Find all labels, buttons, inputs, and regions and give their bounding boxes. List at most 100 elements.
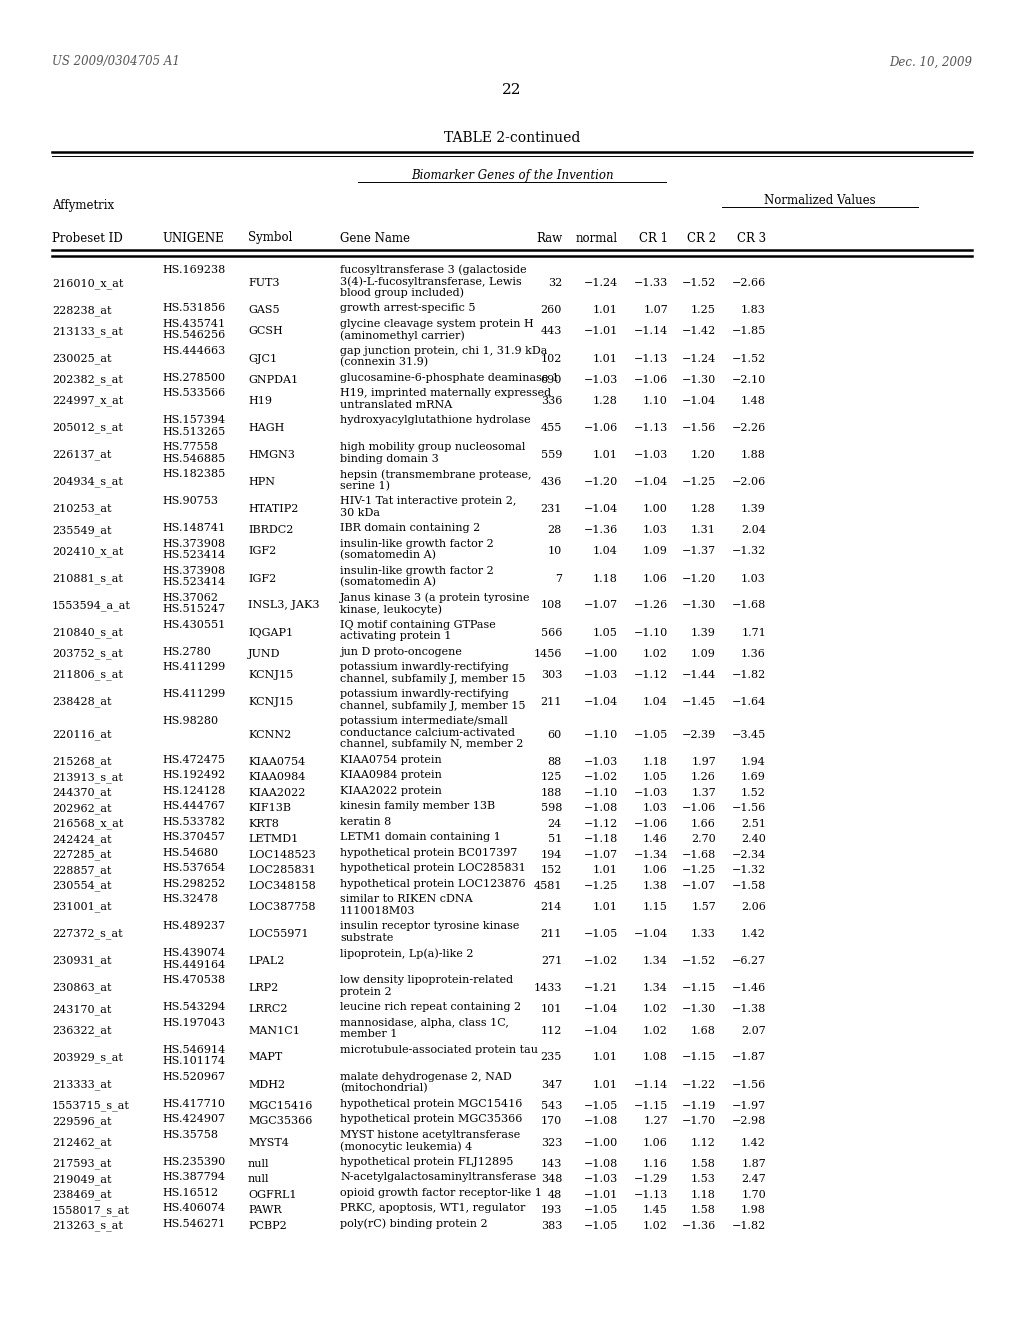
Text: GJC1: GJC1 xyxy=(248,354,278,363)
Text: −1.04: −1.04 xyxy=(584,1026,618,1035)
Text: HS.411299: HS.411299 xyxy=(162,663,225,672)
Text: normal: normal xyxy=(575,231,618,244)
Text: (aminomethyl carrier): (aminomethyl carrier) xyxy=(340,330,465,341)
Text: 1.03: 1.03 xyxy=(741,573,766,583)
Text: 1.52: 1.52 xyxy=(741,788,766,797)
Text: 1.98: 1.98 xyxy=(741,1205,766,1216)
Text: keratin 8: keratin 8 xyxy=(340,817,391,826)
Text: HS.472475: HS.472475 xyxy=(162,755,225,764)
Text: 101: 101 xyxy=(541,1005,562,1014)
Text: −1.30: −1.30 xyxy=(682,601,716,610)
Text: −1.06: −1.06 xyxy=(634,375,668,384)
Text: 213133_s_at: 213133_s_at xyxy=(52,326,123,337)
Text: −1.08: −1.08 xyxy=(584,1159,618,1168)
Text: GNPDA1: GNPDA1 xyxy=(248,375,298,384)
Text: KRT8: KRT8 xyxy=(248,818,279,829)
Text: gap junction protein, chi 1, 31.9 kDa: gap junction protein, chi 1, 31.9 kDa xyxy=(340,346,548,356)
Text: −1.14: −1.14 xyxy=(634,326,668,337)
Text: 566: 566 xyxy=(541,627,562,638)
Text: 1.27: 1.27 xyxy=(643,1117,668,1126)
Text: HIV-1 Tat interactive protein 2,: HIV-1 Tat interactive protein 2, xyxy=(340,496,516,507)
Text: 303: 303 xyxy=(541,671,562,680)
Text: 203929_s_at: 203929_s_at xyxy=(52,1052,123,1063)
Text: 1456: 1456 xyxy=(534,648,562,659)
Text: 1.03: 1.03 xyxy=(643,804,668,813)
Text: 1.01: 1.01 xyxy=(593,354,618,363)
Text: HS.533782: HS.533782 xyxy=(162,817,225,826)
Text: −1.04: −1.04 xyxy=(634,929,668,939)
Text: HS.37062: HS.37062 xyxy=(162,593,218,603)
Text: 1.71: 1.71 xyxy=(741,627,766,638)
Text: −1.13: −1.13 xyxy=(634,422,668,433)
Text: similar to RIKEN cDNA: similar to RIKEN cDNA xyxy=(340,894,473,904)
Text: 202962_at: 202962_at xyxy=(52,803,112,813)
Text: LOC148523: LOC148523 xyxy=(248,850,315,859)
Text: −1.87: −1.87 xyxy=(732,1052,766,1063)
Text: MAPT: MAPT xyxy=(248,1052,283,1063)
Text: 202410_x_at: 202410_x_at xyxy=(52,546,123,557)
Text: 1.45: 1.45 xyxy=(643,1205,668,1216)
Text: 213333_at: 213333_at xyxy=(52,1080,112,1090)
Text: IGF2: IGF2 xyxy=(248,546,276,557)
Text: member 1: member 1 xyxy=(340,1030,397,1039)
Text: 690: 690 xyxy=(541,375,562,384)
Text: OGFRL1: OGFRL1 xyxy=(248,1189,297,1200)
Text: HS.513265: HS.513265 xyxy=(162,426,225,437)
Text: −2.26: −2.26 xyxy=(732,422,766,433)
Text: LPAL2: LPAL2 xyxy=(248,956,285,966)
Text: 455: 455 xyxy=(541,422,562,433)
Text: 210253_at: 210253_at xyxy=(52,504,112,515)
Text: 559: 559 xyxy=(541,450,562,459)
Text: −2.98: −2.98 xyxy=(732,1117,766,1126)
Text: 1.12: 1.12 xyxy=(691,1138,716,1147)
Text: 1.87: 1.87 xyxy=(741,1159,766,1168)
Text: −1.32: −1.32 xyxy=(732,865,766,875)
Text: 230554_at: 230554_at xyxy=(52,880,112,891)
Text: fucosyltransferase 3 (galactoside: fucosyltransferase 3 (galactoside xyxy=(340,264,526,275)
Text: KCNJ15: KCNJ15 xyxy=(248,697,293,708)
Text: 230025_at: 230025_at xyxy=(52,354,112,364)
Text: 1.39: 1.39 xyxy=(691,627,716,638)
Text: 1.02: 1.02 xyxy=(643,1026,668,1035)
Text: −1.33: −1.33 xyxy=(634,279,668,288)
Text: 213913_s_at: 213913_s_at xyxy=(52,772,123,783)
Text: HS.157394: HS.157394 xyxy=(162,416,225,425)
Text: −1.15: −1.15 xyxy=(682,983,716,993)
Text: poly(rC) binding protein 2: poly(rC) binding protein 2 xyxy=(340,1218,487,1229)
Text: −1.03: −1.03 xyxy=(634,450,668,459)
Text: Janus kinase 3 (a protein tyrosine: Janus kinase 3 (a protein tyrosine xyxy=(340,593,530,603)
Text: 1.25: 1.25 xyxy=(691,305,716,315)
Text: 1.02: 1.02 xyxy=(643,648,668,659)
Text: 3(4)-L-fucosyltransferase, Lewis: 3(4)-L-fucosyltransferase, Lewis xyxy=(340,276,522,286)
Text: 347: 347 xyxy=(541,1080,562,1089)
Text: HS.235390: HS.235390 xyxy=(162,1156,225,1167)
Text: GAS5: GAS5 xyxy=(248,305,280,315)
Text: HS.373908: HS.373908 xyxy=(162,539,225,549)
Text: −1.00: −1.00 xyxy=(584,1138,618,1147)
Text: (somatomedin A): (somatomedin A) xyxy=(340,577,436,587)
Text: HS.424907: HS.424907 xyxy=(162,1114,225,1125)
Text: 1.16: 1.16 xyxy=(643,1159,668,1168)
Text: −1.56: −1.56 xyxy=(732,1080,766,1089)
Text: −1.42: −1.42 xyxy=(682,326,716,337)
Text: −1.03: −1.03 xyxy=(584,375,618,384)
Text: lipoprotein, Lp(a)-like 2: lipoprotein, Lp(a)-like 2 xyxy=(340,948,473,958)
Text: INSL3, JAK3: INSL3, JAK3 xyxy=(248,601,319,610)
Text: HS.449164: HS.449164 xyxy=(162,960,225,970)
Text: −1.82: −1.82 xyxy=(732,1221,766,1230)
Text: US 2009/0304705 A1: US 2009/0304705 A1 xyxy=(52,55,180,69)
Text: 1.00: 1.00 xyxy=(643,504,668,513)
Text: −2.10: −2.10 xyxy=(732,375,766,384)
Text: 238469_at: 238469_at xyxy=(52,1189,112,1200)
Text: −1.34: −1.34 xyxy=(634,850,668,859)
Text: 348: 348 xyxy=(541,1175,562,1184)
Text: HS.2780: HS.2780 xyxy=(162,647,211,657)
Text: potassium intermediate/small: potassium intermediate/small xyxy=(340,717,508,726)
Text: MAN1C1: MAN1C1 xyxy=(248,1026,300,1035)
Text: −1.52: −1.52 xyxy=(682,279,716,288)
Text: HS.169238: HS.169238 xyxy=(162,265,225,275)
Text: HS.387794: HS.387794 xyxy=(162,1172,225,1183)
Text: HS.520967: HS.520967 xyxy=(162,1072,225,1082)
Text: 2.51: 2.51 xyxy=(741,818,766,829)
Text: 88: 88 xyxy=(548,756,562,767)
